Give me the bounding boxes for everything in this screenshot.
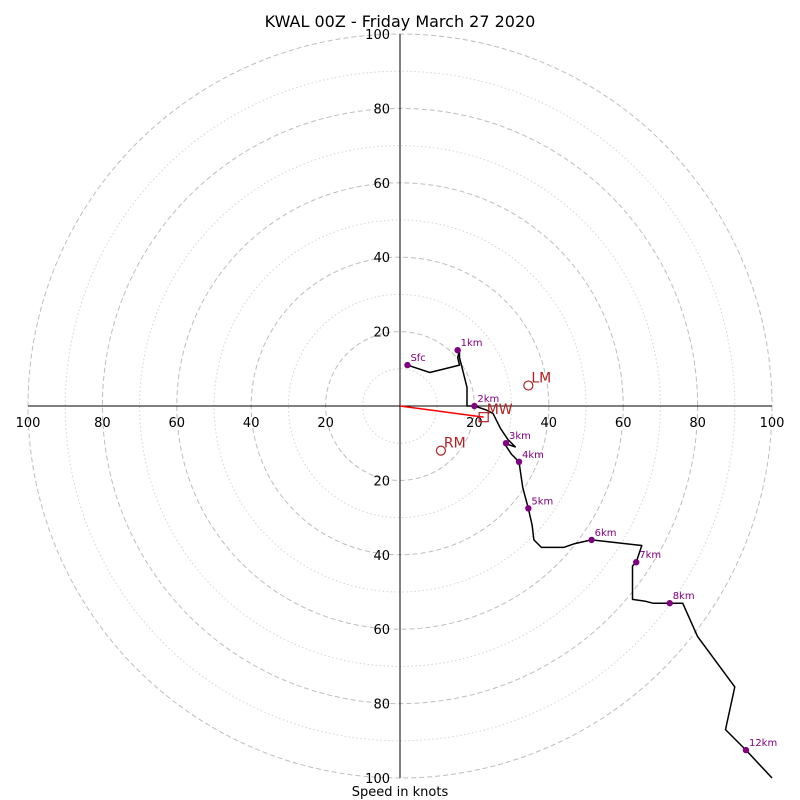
tick-label-down: 80 [373,698,390,713]
tick-label-down: 100 [365,772,390,787]
chart-title: KWAL 00Z - Friday March 27 2020 [265,12,536,31]
tick-label-left: 40 [243,416,260,431]
height-marker-1km [454,347,461,354]
height-label-12km: 12km [749,738,777,749]
tick-label-right: 40 [541,416,558,431]
height-label-6km: 6km [595,528,617,539]
height-marker-sfc [404,361,411,369]
motion-marker-lm [523,380,534,391]
motion-label-mw: MW [487,402,513,418]
tick-label-right: 80 [689,416,706,431]
tick-label-up: 20 [373,326,390,341]
height-marker-7km [633,559,640,566]
tick-label-left: 100 [16,416,41,431]
motion-marker-rm [435,445,447,456]
height-marker-3km [502,440,510,447]
height-label-1km: 1km [461,338,483,349]
motion-label-rm: RM [444,436,466,452]
height-marker-2km [471,402,478,410]
height-marker-8km [666,599,673,607]
tick-label-left: 80 [94,416,111,431]
height-marker-6km [588,536,595,544]
x-axis-label: Speed in knots [352,785,449,800]
height-label-8km: 8km [673,591,695,602]
height-label-2km: 2km [477,394,499,405]
tick-label-left: 60 [169,416,186,431]
height-label-sfc: Sfc [410,353,425,364]
height-label-5km: 5km [531,496,553,507]
tick-label-up: 60 [373,177,390,192]
tick-label-up: 80 [373,102,390,117]
tick-labels: 20 20 20 20 40 40 40 40 60 60 60 60 80 80 80 80 100 100 10… [16,28,785,787]
height-markers: Sfc 1km 2km 3km 4km 5km 6km 7km 8km 12km [404,338,777,754]
height-marker-4km [515,458,523,465]
tick-label-down: 20 [373,474,390,489]
tick-label-up: 40 [373,251,390,266]
tick-label-left: 20 [317,416,334,431]
height-marker-12km [742,746,750,754]
motion-marker-mw [478,412,489,423]
mean-wind-arrow [399,405,484,418]
tick-label-down: 40 [373,549,390,564]
mean-wind-vector [399,405,484,418]
tick-label-right: 100 [760,416,785,431]
height-label-3km: 3km [509,431,531,442]
height-marker-5km [525,505,532,512]
height-label-7km: 7km [639,550,661,561]
tick-label-right: 20 [466,416,483,431]
tick-label-up: 100 [365,28,390,43]
height-label-4km: 4km [522,450,544,461]
tick-label-down: 60 [373,623,390,638]
storm-motions: LM RM MW [435,371,551,456]
motion-label-lm: LM [531,371,551,387]
tick-label-right: 60 [615,416,632,431]
